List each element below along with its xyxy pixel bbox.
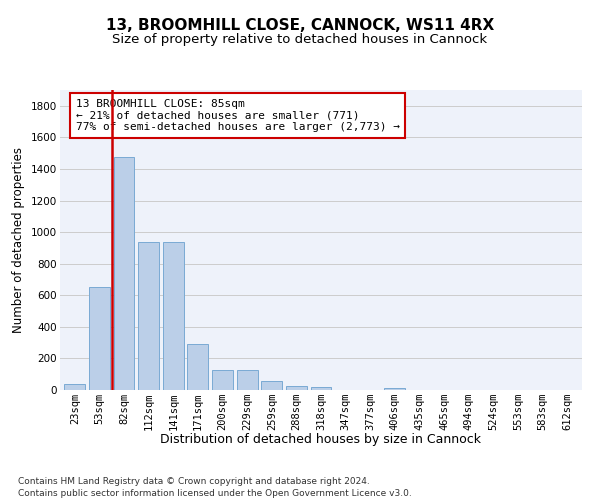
Text: 13 BROOMHILL CLOSE: 85sqm
← 21% of detached houses are smaller (771)
77% of semi: 13 BROOMHILL CLOSE: 85sqm ← 21% of detac… <box>76 99 400 132</box>
Bar <box>138 242 159 390</box>
Text: Contains HM Land Registry data © Crown copyright and database right 2024.: Contains HM Land Registry data © Crown c… <box>18 478 370 486</box>
Bar <box>187 344 208 390</box>
Bar <box>261 380 282 390</box>
Text: Size of property relative to detached houses in Cannock: Size of property relative to detached ho… <box>112 32 488 46</box>
Bar <box>212 370 233 390</box>
Y-axis label: Number of detached properties: Number of detached properties <box>13 147 25 333</box>
Bar <box>311 387 331 390</box>
Text: 13, BROOMHILL CLOSE, CANNOCK, WS11 4RX: 13, BROOMHILL CLOSE, CANNOCK, WS11 4RX <box>106 18 494 32</box>
Text: Contains public sector information licensed under the Open Government Licence v3: Contains public sector information licen… <box>18 489 412 498</box>
Bar <box>163 242 184 390</box>
Bar <box>236 370 257 390</box>
Bar <box>385 388 406 390</box>
Bar <box>113 157 134 390</box>
Bar <box>286 386 307 390</box>
Text: Distribution of detached houses by size in Cannock: Distribution of detached houses by size … <box>161 432 482 446</box>
Bar <box>64 384 85 390</box>
Bar <box>89 288 110 390</box>
